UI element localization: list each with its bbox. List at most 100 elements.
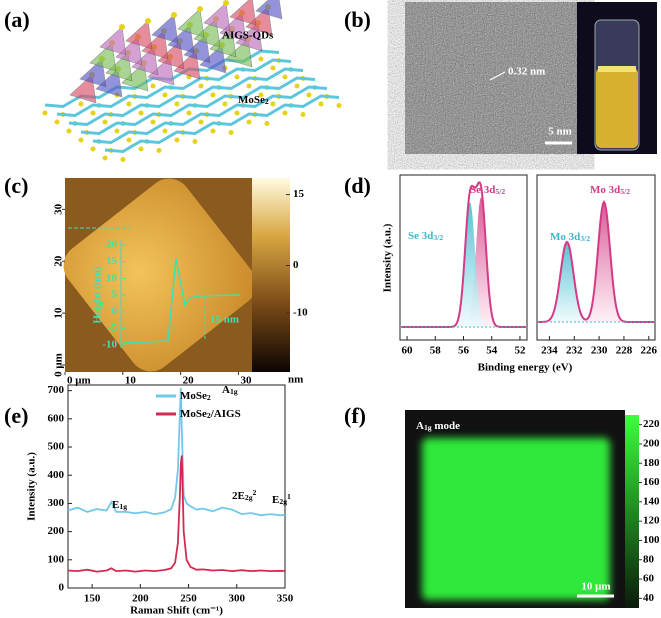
peak-label-part: 3/2 [580, 234, 590, 243]
x-tick-label: 20 [183, 375, 195, 387]
peak-label: E2g1 [272, 492, 291, 507]
peak-label-part: 2g [279, 497, 287, 506]
x-tick-label: 250 [180, 593, 197, 605]
colorbar-tick-label: 40 [643, 592, 655, 604]
atom [282, 74, 288, 80]
mose2-layer [68, 67, 304, 127]
peak-label: Se 3d5/2 [470, 184, 505, 197]
series-line [67, 455, 286, 573]
afm-colorbar [252, 178, 290, 372]
y-axis-label: Intensity (a.u.) [382, 223, 394, 292]
panel-label: (c) [4, 173, 28, 198]
panel-label: (f) [344, 403, 366, 428]
y-axis-label: Intensity (a.u.) [26, 452, 38, 521]
spacing-label: 0.32 nm [508, 66, 545, 78]
colorbar-tick-label: -10 [293, 306, 308, 318]
atom [42, 110, 48, 116]
panel-label: (d) [344, 173, 371, 198]
afm-image [63, 178, 290, 372]
y-tick-label: 600 [48, 412, 65, 424]
inset-tick-label: -5 [108, 322, 118, 334]
inset-tick-label: -10 [102, 339, 117, 351]
atom [90, 110, 96, 116]
mode-label: A1g mode [416, 420, 460, 433]
x-tick-label: 10 [125, 375, 137, 387]
x-tick-label: 60 [402, 345, 414, 357]
peak-label-part: 2E [232, 490, 245, 502]
mose2-layer [56, 58, 292, 118]
atom [174, 101, 180, 107]
x-axis-label: Binding energy (eV) [478, 362, 573, 374]
atom [246, 119, 252, 125]
x-tick-label: 350 [277, 593, 294, 605]
panel-label: (e) [4, 403, 28, 428]
inset-tick-label: 10 [106, 272, 118, 284]
atom [150, 119, 156, 125]
peak-label-part: 1 [287, 492, 291, 501]
y-tick-label: 200 [48, 525, 65, 537]
atom [171, 12, 177, 18]
x-axis-label: Raman Shift (cm⁻¹) [130, 605, 223, 617]
tetrahedron [203, 2, 231, 32]
y-tick-label: 700 [48, 384, 65, 396]
y-tick-label: 300 [48, 497, 65, 509]
atom [162, 92, 168, 98]
afm-flake [63, 178, 257, 372]
x-tick-label: 30 [240, 375, 252, 387]
fit-peak [450, 202, 495, 327]
colorbar-tick-label: 160 [643, 476, 660, 488]
plot-frame [536, 174, 656, 341]
atom [318, 101, 324, 107]
atom [138, 110, 144, 116]
x-tick-label: 56 [458, 345, 470, 357]
atom [228, 130, 234, 135]
atom [150, 83, 156, 89]
mode-label-part: A [416, 420, 424, 432]
y-tick-label: 30 [53, 203, 65, 215]
atom [186, 110, 192, 116]
peak-label: Mo 3d3/2 [550, 231, 590, 244]
atom [270, 101, 276, 107]
peak-label: 2E2g2 [232, 488, 257, 503]
qd-label: AIGS-QDs [222, 30, 274, 42]
colorbar-tick-label: 100 [643, 534, 660, 546]
atom [145, 18, 151, 24]
atom [294, 83, 300, 89]
atom [174, 137, 180, 143]
atom [270, 65, 276, 71]
atom [54, 119, 60, 125]
mode-label-part: mode [432, 420, 461, 432]
spacing-arrow [489, 71, 506, 81]
atom [264, 121, 270, 126]
inset-tick-label: 15 [106, 255, 118, 267]
substrate-label-part: MoSe [238, 94, 265, 106]
x-tick-label: 150 [84, 593, 101, 605]
map-flake [422, 438, 610, 600]
vial [577, 2, 657, 154]
x-tick-label: 54 [486, 345, 498, 357]
tem-noise [405, 2, 577, 154]
atom [197, 6, 203, 12]
colorbar-tick-label: 120 [643, 515, 660, 527]
x-tick-label: 300 [229, 593, 246, 605]
fit-peak [540, 242, 595, 322]
atom [78, 137, 84, 143]
y-tick-label: 20 [53, 255, 65, 267]
x-tick-label: 232 [566, 345, 583, 357]
y-tick-label: 500 [48, 441, 65, 453]
peak-label-part: 3/2 [433, 233, 443, 242]
colorbar-tick-label: 140 [643, 495, 660, 507]
atom [198, 83, 204, 89]
y-tick-label: 100 [48, 553, 65, 565]
atom [246, 83, 252, 89]
atom [102, 119, 108, 125]
tem-image [405, 2, 577, 154]
raman-map [405, 410, 639, 608]
atom [222, 101, 228, 107]
atom [234, 110, 240, 116]
atom [192, 139, 198, 144]
series-line [67, 387, 286, 517]
scale-label: 5 nm [548, 126, 572, 138]
atom [66, 128, 72, 134]
x-tick-label: 230 [591, 345, 608, 357]
